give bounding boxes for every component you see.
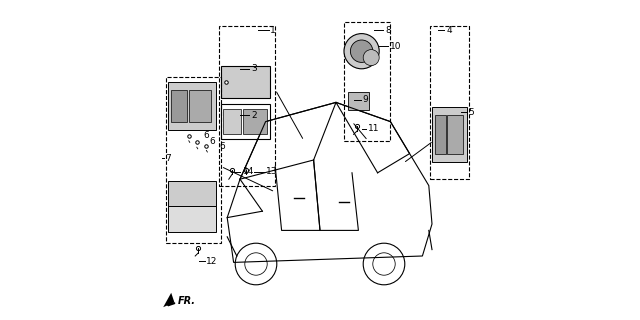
FancyBboxPatch shape xyxy=(223,109,241,134)
FancyBboxPatch shape xyxy=(172,90,187,122)
FancyBboxPatch shape xyxy=(168,82,216,130)
Text: 12: 12 xyxy=(206,257,218,266)
Text: 6: 6 xyxy=(219,142,225,151)
Text: 6: 6 xyxy=(204,131,209,140)
Text: FR.: FR. xyxy=(178,296,196,306)
Text: 4: 4 xyxy=(447,26,452,35)
Text: 14: 14 xyxy=(243,167,254,176)
FancyBboxPatch shape xyxy=(435,115,445,154)
Text: 10: 10 xyxy=(390,42,401,51)
FancyBboxPatch shape xyxy=(168,206,216,232)
FancyBboxPatch shape xyxy=(348,92,369,110)
Text: 7: 7 xyxy=(165,154,171,163)
Polygon shape xyxy=(163,293,174,307)
FancyBboxPatch shape xyxy=(221,66,270,98)
Text: 1: 1 xyxy=(270,26,276,35)
Circle shape xyxy=(351,40,372,62)
FancyBboxPatch shape xyxy=(243,109,267,134)
Text: 11: 11 xyxy=(368,124,380,133)
Text: 2: 2 xyxy=(251,111,257,120)
FancyBboxPatch shape xyxy=(447,115,463,154)
FancyBboxPatch shape xyxy=(168,181,216,206)
Text: 8: 8 xyxy=(385,26,390,35)
Text: 13: 13 xyxy=(266,167,278,176)
Circle shape xyxy=(344,34,380,69)
Text: 5: 5 xyxy=(468,108,474,116)
FancyBboxPatch shape xyxy=(189,90,211,122)
FancyBboxPatch shape xyxy=(432,107,467,162)
Text: 6: 6 xyxy=(210,137,215,146)
Circle shape xyxy=(364,50,380,66)
Text: 3: 3 xyxy=(251,64,257,73)
Text: 9: 9 xyxy=(362,95,368,104)
